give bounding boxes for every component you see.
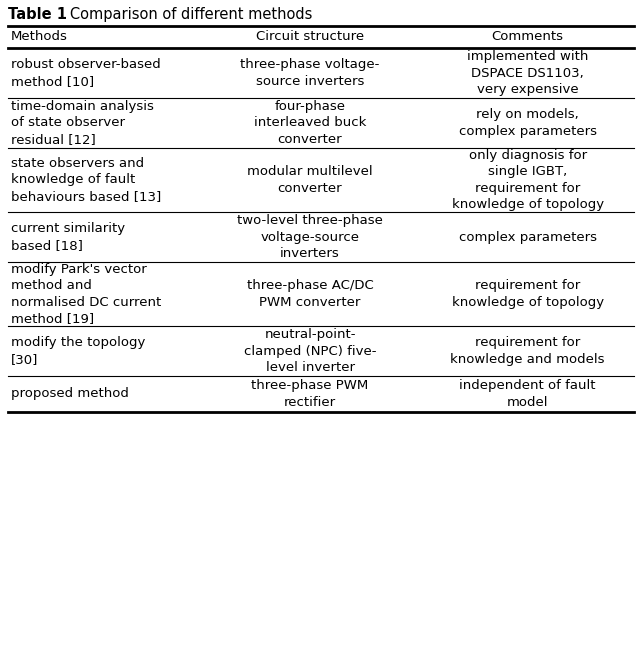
Text: Table 1: Table 1 <box>8 7 67 22</box>
Text: modify Park's vector
method and
normalised DC current
method [19]: modify Park's vector method and normalis… <box>11 263 161 325</box>
Text: three-phase voltage-
source inverters: three-phase voltage- source inverters <box>241 58 380 88</box>
Text: independent of fault
model: independent of fault model <box>460 379 596 408</box>
Text: Comments: Comments <box>492 30 564 44</box>
Text: two-level three-phase
voltage-source
inverters: two-level three-phase voltage-source inv… <box>237 214 383 260</box>
Text: three-phase AC/DC
PWM converter: three-phase AC/DC PWM converter <box>246 279 373 309</box>
Text: neutral-point-
clamped (NPC) five-
level inverter: neutral-point- clamped (NPC) five- level… <box>244 328 376 374</box>
Text: complex parameters: complex parameters <box>459 231 596 243</box>
Text: only diagnosis for
single IGBT,
requirement for
knowledge of topology: only diagnosis for single IGBT, requirem… <box>451 149 604 212</box>
Text: modify the topology
[30]: modify the topology [30] <box>11 336 145 366</box>
Text: requirement for
knowledge of topology: requirement for knowledge of topology <box>451 279 604 309</box>
Text: rely on models,
complex parameters: rely on models, complex parameters <box>459 108 596 137</box>
Text: requirement for
knowledge and models: requirement for knowledge and models <box>451 336 605 366</box>
Text: Circuit structure: Circuit structure <box>256 30 364 44</box>
Text: Methods: Methods <box>11 30 68 44</box>
Text: robust observer-based
method [10]: robust observer-based method [10] <box>11 58 161 88</box>
Text: state observers and
knowledge of fault
behaviours based [13]: state observers and knowledge of fault b… <box>11 157 161 203</box>
Text: implemented with
DSPACE DS1103,
very expensive: implemented with DSPACE DS1103, very exp… <box>467 50 588 96</box>
Text: modular multilevel
converter: modular multilevel converter <box>247 165 373 195</box>
Text: Comparison of different methods: Comparison of different methods <box>56 7 312 22</box>
Text: proposed method: proposed method <box>11 387 129 401</box>
Text: three-phase PWM
rectifier: three-phase PWM rectifier <box>252 379 369 408</box>
Text: four-phase
interleaved buck
converter: four-phase interleaved buck converter <box>254 100 366 146</box>
Text: time-domain analysis
of state observer
residual [12]: time-domain analysis of state observer r… <box>11 100 154 146</box>
Text: current similarity
based [18]: current similarity based [18] <box>11 222 125 252</box>
